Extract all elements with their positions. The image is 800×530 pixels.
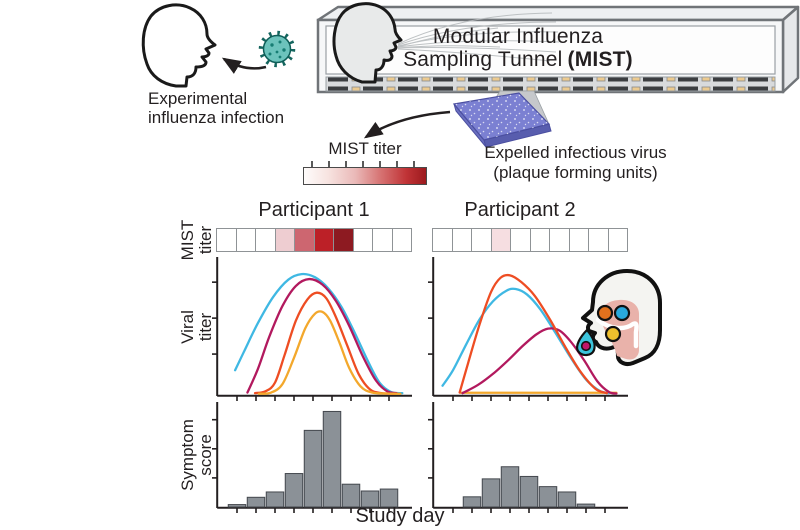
heatmap-cell <box>568 228 589 252</box>
heatmap-cell <box>432 228 453 252</box>
symptom-bar <box>481 478 501 508</box>
symptom-bar <box>303 429 323 508</box>
tunnel-title: Modular Influenza Sampling Tunnel (MIST) <box>403 25 633 71</box>
sampling-sites-head-icon <box>576 269 662 366</box>
cyan-site-dot <box>613 304 631 322</box>
orange-site-dot <box>596 304 614 322</box>
symptom-bar <box>557 491 577 508</box>
viral-titer-plot-participant1 <box>212 257 412 401</box>
symptom-score-plot-participant1 <box>212 402 412 513</box>
tunnel-text-area <box>325 25 776 75</box>
viral-titer-plot-participant2 <box>428 257 628 401</box>
mist-heatmap-participant1 <box>216 228 412 252</box>
ylabel-viral-titer: Viral titer <box>178 310 215 344</box>
heatmap-cell <box>274 228 295 252</box>
colorbar-ticks <box>311 161 415 167</box>
heatmap-cell <box>235 228 256 252</box>
heatmap-cell <box>607 228 628 252</box>
virus-to-mouth-arrow <box>221 57 267 74</box>
illustration-canvas <box>141 2 800 167</box>
colorbar-label: MIST titer <box>328 139 402 158</box>
heatmap-cell <box>471 228 492 252</box>
symptom-bar <box>227 504 247 508</box>
symptom-bar <box>360 490 380 508</box>
heatmap-cell <box>352 228 373 252</box>
curve-orange-red <box>458 273 609 395</box>
heatmap-cell <box>529 228 550 252</box>
ylabel-symptom-score: Symptom score <box>178 419 215 491</box>
mist-titer-colorbar <box>303 167 427 185</box>
heatmap-cell <box>216 228 237 252</box>
curve-magenta <box>461 327 618 395</box>
plaque-plate-icon <box>452 92 552 148</box>
symptom-bar <box>576 503 596 508</box>
symptom-bar <box>519 475 539 508</box>
yellow-site-dot <box>604 325 622 343</box>
heatmap-cell <box>313 228 334 252</box>
curve-cyan <box>233 272 404 395</box>
symptom-bar <box>265 491 285 508</box>
symptom-bar <box>379 488 399 508</box>
xlabel-study-day: Study day <box>355 505 445 527</box>
heatmap-cell <box>451 228 472 252</box>
participant1-title: Participant 1 <box>258 199 370 221</box>
ylabel-mist-titer: MIST titer <box>178 219 215 261</box>
heatmap-cell <box>255 228 276 252</box>
symptom-score-plot-participant2 <box>428 402 628 513</box>
heatmap-cell <box>490 228 511 252</box>
heatmap-cell <box>391 228 412 252</box>
magenta-droplet-dot <box>580 340 592 352</box>
symptom-bar <box>322 410 342 508</box>
symptom-bar <box>341 483 361 508</box>
curve-yellow <box>257 310 402 395</box>
heatmap-cell <box>549 228 570 252</box>
expelled-caption: Expelled infectious virus (plaque formin… <box>484 143 667 182</box>
breath-lines <box>397 12 560 62</box>
symptom-bar <box>462 496 482 508</box>
infected-person-head <box>141 3 217 88</box>
plate-to-scale-arrow <box>363 110 451 139</box>
symptom-bar <box>500 466 520 508</box>
tunnel-sample-slots <box>325 76 776 92</box>
symptom-bar <box>538 486 558 508</box>
heatmap-cell <box>333 228 354 252</box>
heatmap-cell <box>510 228 531 252</box>
participant2-title: Participant 2 <box>464 199 576 221</box>
symptom-bar <box>284 473 304 508</box>
mist-heatmap-participant2 <box>432 228 628 252</box>
heatmap-cell <box>588 228 609 252</box>
curve-magenta <box>246 277 398 395</box>
subject-head-in-tunnel <box>332 2 403 84</box>
heatmap-cell <box>294 228 315 252</box>
symptom-bar <box>246 496 266 508</box>
virus-icon <box>258 30 296 68</box>
curve-orange-red <box>253 291 396 395</box>
infection-caption: Experimental influenza infection <box>148 89 285 127</box>
heatmap-cell <box>372 228 393 252</box>
